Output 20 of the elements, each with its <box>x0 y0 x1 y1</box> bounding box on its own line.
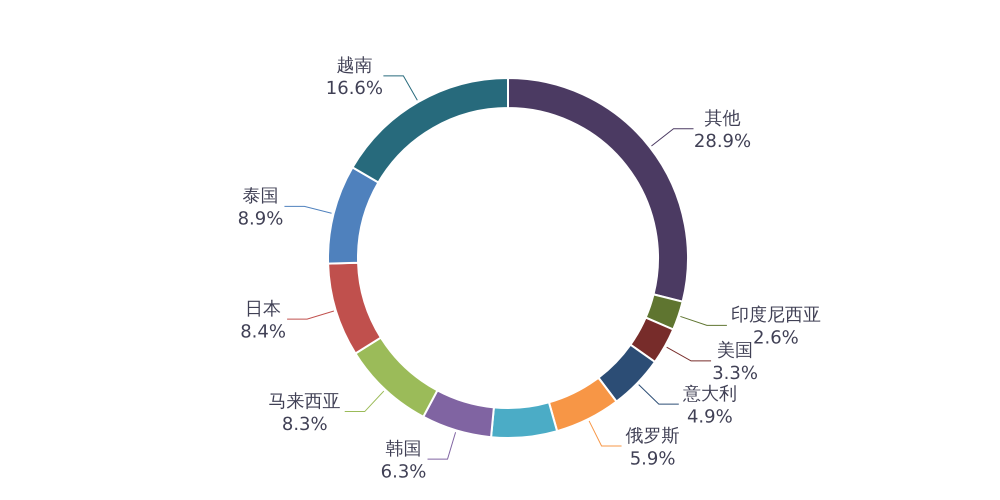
slice-label: 俄罗斯 <box>626 425 680 446</box>
slice-label: 越南 <box>336 55 372 76</box>
slice-label: 泰国 <box>242 186 278 207</box>
data-label: 8.4% <box>240 321 286 342</box>
data-label: 6.3% <box>380 461 426 482</box>
slice-label: 美国 <box>717 340 754 362</box>
slice-label: 日本 <box>245 298 282 320</box>
data-label: 8.3% <box>282 414 328 435</box>
data-label: 16.6% <box>326 78 383 100</box>
data-label: 4.9% <box>686 406 733 428</box>
slice-label: 其他 <box>704 108 741 130</box>
data-label: 28.9% <box>694 131 752 152</box>
data-label: 3.3% <box>712 363 758 384</box>
data-label: 5.9% <box>630 448 676 470</box>
data-label: 2.6% <box>753 328 799 349</box>
data-label: 8.9% <box>238 208 284 230</box>
slice-label: 韩国 <box>386 438 422 460</box>
slice-label: 马来西亚 <box>268 390 341 412</box>
slice-label: 意大利 <box>682 383 737 404</box>
slice-label: 印度尼西亚 <box>730 304 821 326</box>
